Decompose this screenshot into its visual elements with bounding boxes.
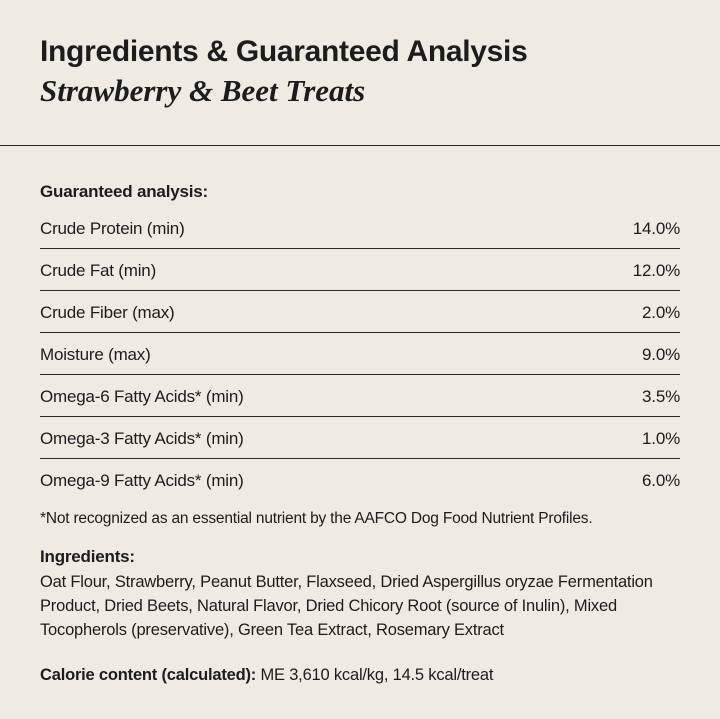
analysis-row: Crude Fiber (max) 2.0% (40, 291, 680, 333)
analysis-row: Omega-3 Fatty Acids* (min) 1.0% (40, 417, 680, 459)
analysis-value: 2.0% (642, 302, 680, 322)
analysis-row: Omega-9 Fatty Acids* (min) 6.0% (40, 459, 680, 501)
analysis-row: Moisture (max) 9.0% (40, 333, 680, 375)
ingredients-section: Ingredients: Oat Flour, Strawberry, Pean… (40, 546, 690, 642)
page-title: Ingredients & Guaranteed Analysis (40, 35, 528, 68)
analysis-row: Crude Protein (min) 14.0% (40, 207, 680, 249)
analysis-value: 6.0% (642, 471, 680, 490)
product-subtitle: Strawberry & Beet Treats (40, 73, 366, 108)
analysis-footnote: *Not recognized as an essential nutrient… (40, 510, 593, 527)
analysis-label: Crude Protein (min) (40, 218, 185, 238)
calorie-label: Calorie content (calculated): (40, 666, 257, 684)
header-divider (0, 145, 720, 146)
analysis-value: 3.5% (642, 386, 680, 406)
page-header: Ingredients & Guaranteed Analysis Strawb… (40, 34, 700, 110)
analysis-row: Crude Fat (min) 12.0% (40, 249, 680, 291)
analysis-label: Crude Fiber (max) (40, 302, 175, 322)
analysis-label: Crude Fat (min) (40, 260, 157, 280)
calorie-value: ME 3,610 kcal/kg, 14.5 kcal/treat (260, 666, 494, 684)
analysis-value: 1.0% (642, 428, 680, 448)
analysis-value: 9.0% (642, 344, 680, 364)
analysis-value: 12.0% (632, 260, 680, 280)
analysis-label: Omega-6 Fatty Acids* (min) (40, 386, 244, 406)
analysis-label: Omega-3 Fatty Acids* (min) (40, 428, 244, 448)
calorie-content: Calorie content (calculated): ME 3,610 k… (40, 664, 690, 686)
analysis-label: Omega-9 Fatty Acids* (min) (40, 471, 244, 490)
analysis-row: Omega-6 Fatty Acids* (min) 3.5% (40, 375, 680, 417)
analysis-label: Moisture (max) (40, 344, 151, 364)
analysis-value: 14.0% (632, 218, 680, 238)
ingredients-list: Oat Flour, Strawberry, Peanut Butter, Fl… (40, 573, 653, 639)
guaranteed-analysis-section: Guaranteed analysis: Crude Protein (min)… (40, 181, 680, 529)
analysis-table: Crude Protein (min) 14.0% Crude Fat (min… (40, 207, 680, 501)
ingredients-heading: Ingredients: (40, 547, 135, 566)
guaranteed-analysis-heading: Guaranteed analysis: (40, 182, 208, 201)
